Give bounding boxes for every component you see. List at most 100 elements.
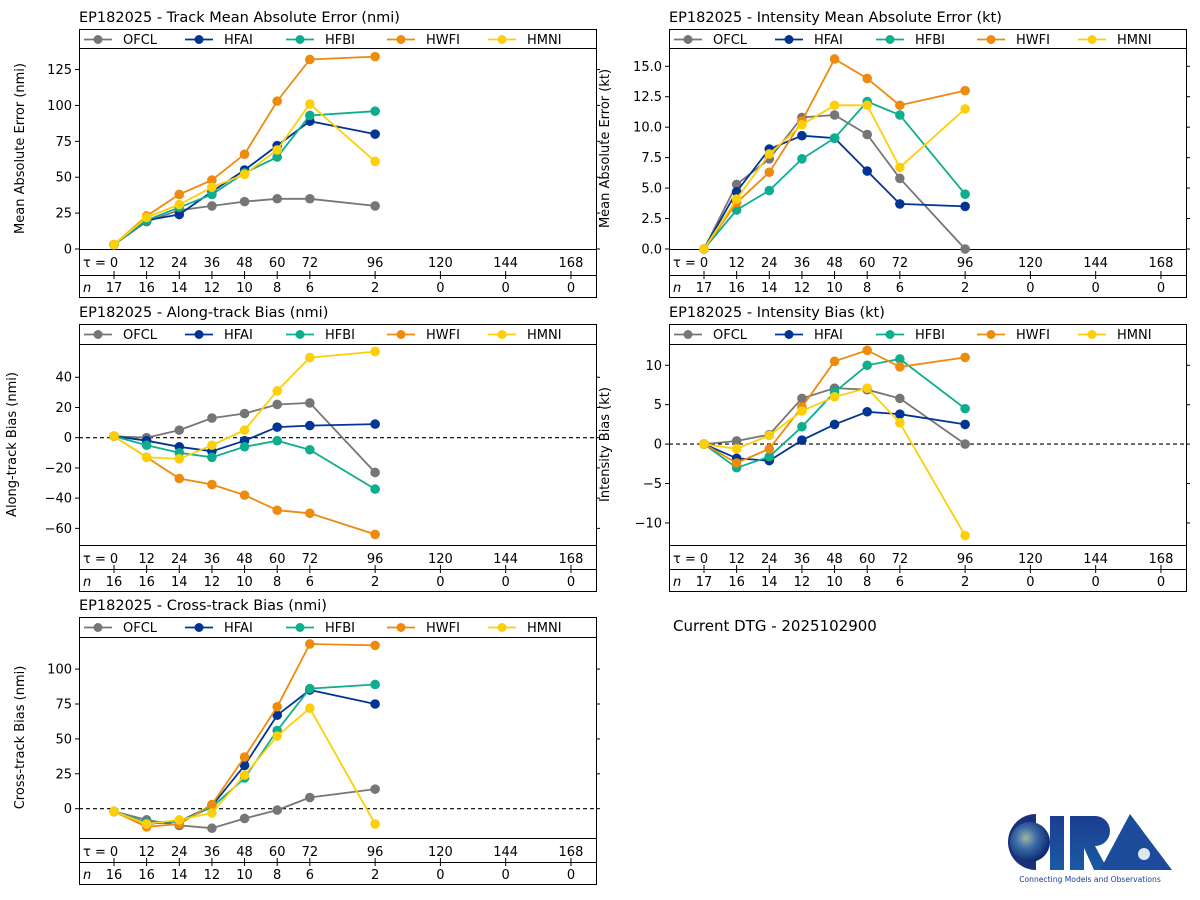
cira-letter-r [1070, 816, 1110, 870]
data-point [239, 169, 250, 180]
data-point [960, 189, 970, 199]
series-hfai [699, 130, 970, 254]
legend-item-ofcl[interactable]: OFCL [84, 621, 158, 636]
legend: OFCL HFAI HFBI HWFI HMNI [84, 621, 562, 636]
legend-item-hmni[interactable]: HMNI [488, 328, 562, 343]
data-point [207, 201, 217, 211]
tau-tick-label: 12 [728, 256, 745, 271]
legend-item-ofcl[interactable]: OFCL [84, 328, 158, 343]
data-point [207, 808, 217, 818]
series-ofcl [699, 110, 970, 254]
legend-item-hmni[interactable]: HMNI [488, 621, 562, 636]
legend-item-hfai[interactable]: HFAI [185, 621, 253, 636]
tau-tick-label: 168 [1149, 256, 1174, 271]
legend-marker-swatch [396, 623, 406, 632]
data-point [797, 393, 807, 404]
data-point [829, 54, 840, 64]
n-count-label: 0 [567, 868, 575, 883]
tau-tick-label: 144 [493, 552, 518, 567]
legend-item-hwfi[interactable]: HWFI [387, 621, 460, 636]
legend-item-hwfi[interactable]: HWFI [387, 328, 460, 343]
n-count-label: 0 [1157, 281, 1165, 296]
legend-item-hfai[interactable]: HFAI [185, 328, 253, 343]
tau-tick-label: 96 [367, 552, 384, 567]
legend-item-ofcl[interactable]: OFCL [674, 33, 748, 48]
legend-label: HWFI [426, 33, 460, 48]
y-tick-label: 20 [55, 401, 72, 416]
data-point [305, 54, 315, 65]
data-point [731, 205, 742, 215]
series-line [703, 134, 966, 250]
data-point [305, 352, 315, 363]
legend-marker-swatch [784, 330, 794, 339]
legend-item-hmni[interactable]: HMNI [488, 33, 562, 48]
legend-item-hfbi[interactable]: HFBI [286, 328, 355, 343]
legend-label: OFCL [123, 328, 158, 343]
data-point [862, 73, 872, 84]
data-point [895, 100, 905, 111]
tau-tick-label: 120 [1018, 552, 1043, 567]
cira-letter-a [1100, 814, 1172, 870]
legend-marker-swatch [885, 330, 895, 339]
legend-item-hfbi[interactable]: HFBI [876, 33, 945, 48]
data-point [797, 406, 807, 416]
data-point [960, 403, 970, 414]
n-count-label: 14 [761, 281, 778, 296]
series-hmni [109, 99, 380, 250]
tau-label: τ = [83, 256, 106, 271]
data-point [272, 805, 283, 815]
legend-item-ofcl[interactable]: OFCL [84, 33, 158, 48]
series-line [703, 410, 966, 462]
n-count-label: 2 [371, 281, 379, 296]
data-point [862, 100, 872, 111]
legend-item-hfbi[interactable]: HFBI [286, 621, 355, 636]
legend-item-hfai[interactable]: HFAI [185, 33, 253, 48]
y-tick-label: 5.0 [641, 182, 662, 197]
legend-item-hfai[interactable]: HFAI [775, 328, 843, 343]
legend-item-hfai[interactable]: HFAI [775, 33, 843, 48]
tau-tick-label: 144 [1083, 256, 1108, 271]
y-tick-label: 15.0 [633, 60, 662, 75]
legend-marker-swatch [885, 35, 895, 44]
cira-letter-i [1050, 816, 1064, 870]
chart-cross-track-bias: EP182025 - Cross-track Bias (nmi) OFCL HFA… [13, 598, 600, 885]
data-point [174, 425, 185, 435]
tau-tick-label: 96 [367, 256, 384, 271]
legend-item-ofcl[interactable]: OFCL [674, 328, 748, 343]
data-point [862, 360, 872, 371]
n-count-label: 12 [204, 575, 221, 590]
data-point [174, 199, 185, 210]
tau-tick-label: 168 [559, 845, 584, 860]
n-count-label: 0 [502, 575, 510, 590]
legend-item-hwfi[interactable]: HWFI [387, 33, 460, 48]
legend-item-hfbi[interactable]: HFBI [286, 33, 355, 48]
tau-tick-label: 36 [794, 552, 811, 567]
tau-tick-label: 72 [892, 552, 909, 567]
data-point [960, 419, 970, 430]
legend-item-hmni[interactable]: HMNI [1078, 328, 1152, 343]
tau-tick-label: 168 [559, 256, 584, 271]
n-count-label: 16 [138, 868, 155, 883]
data-point [174, 189, 185, 200]
legend-marker-swatch [194, 623, 204, 632]
tau-label: τ = [673, 552, 696, 567]
chart-title: EP182025 - Along-track Bias (nmi) [79, 305, 328, 321]
legend-label: HMNI [527, 328, 562, 343]
n-count-label: 14 [171, 281, 188, 296]
legend-item-hfbi[interactable]: HFBI [876, 328, 945, 343]
data-point [305, 508, 315, 519]
data-point [239, 770, 250, 780]
legend-item-hmni[interactable]: HMNI [1078, 33, 1152, 48]
data-point [239, 813, 250, 824]
series-line [113, 55, 376, 246]
series-hfai [109, 419, 380, 457]
series-hmni [109, 703, 380, 829]
series-hwfi [699, 345, 970, 468]
data-point [305, 683, 315, 694]
legend-item-hwfi[interactable]: HWFI [977, 33, 1050, 48]
n-count-label: 0 [502, 281, 510, 296]
data-point [305, 99, 315, 109]
series-line [113, 120, 376, 246]
data-point [370, 784, 380, 794]
legend-item-hwfi[interactable]: HWFI [977, 328, 1050, 343]
